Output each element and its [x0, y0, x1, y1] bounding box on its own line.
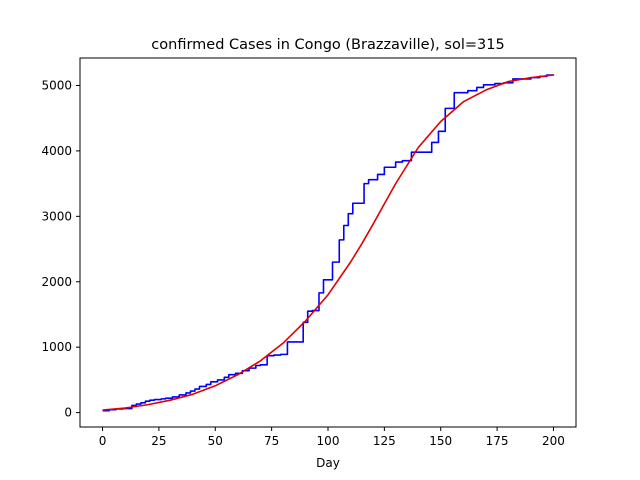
series-line-2	[102, 74, 554, 411]
x-tick-label: 150	[429, 434, 452, 448]
x-tick-label: 0	[99, 434, 107, 448]
y-tick-label: 0	[64, 406, 72, 420]
y-tick-label: 3000	[41, 209, 72, 223]
series-line-1	[102, 74, 555, 412]
plot-frame	[79, 57, 577, 428]
x-tick-label: 200	[542, 434, 565, 448]
x-tick-label: 100	[317, 434, 340, 448]
y-axis: 0 1000 2000 3000 4000 5000	[41, 78, 80, 420]
y-tick-label: 2000	[41, 275, 72, 289]
plot-area	[79, 57, 577, 428]
y-tick-label: 5000	[41, 78, 72, 92]
x-axis-label: Day	[316, 456, 340, 470]
chart-title: confirmed Cases in Congo (Brazzaville), …	[151, 37, 504, 53]
x-tick-label: 125	[373, 434, 396, 448]
x-tick-label: 50	[208, 434, 223, 448]
x-tick-label: 25	[151, 434, 166, 448]
x-axis: 0 25 50 75 100 125 150 175 200	[99, 427, 565, 448]
y-tick-label: 1000	[41, 340, 72, 354]
x-tick-label: 75	[264, 434, 279, 448]
y-tick-label: 4000	[41, 144, 72, 158]
x-tick-label: 175	[486, 434, 509, 448]
